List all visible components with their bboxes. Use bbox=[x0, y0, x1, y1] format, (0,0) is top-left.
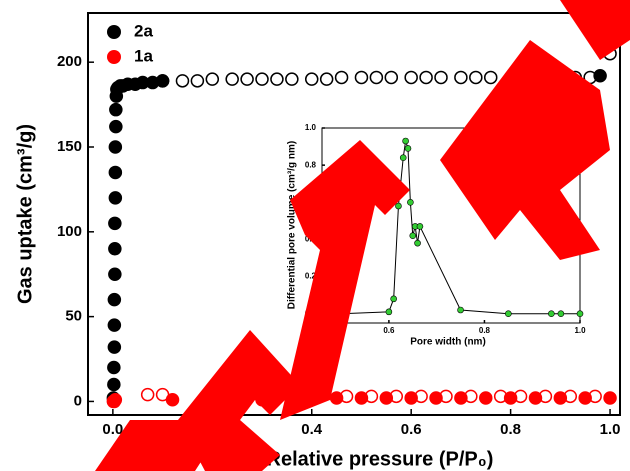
y-tick-label: 0.8 bbox=[305, 160, 317, 169]
filled-point bbox=[579, 392, 591, 404]
legend-label: 2a bbox=[134, 21, 153, 40]
watermark-shape bbox=[280, 140, 410, 420]
x-tick-label: 0.6 bbox=[383, 326, 395, 335]
x-tick-label: 0.6 bbox=[401, 421, 422, 438]
inset-y-label: Differential pore volume (cm³/g nm) bbox=[287, 141, 298, 309]
open-point bbox=[142, 389, 154, 401]
inset-point bbox=[391, 296, 397, 302]
x-axis-label: Relative pressure (P/P₀) bbox=[267, 448, 494, 470]
filled-point bbox=[110, 121, 122, 133]
filled-point bbox=[430, 392, 442, 404]
open-point bbox=[191, 75, 203, 87]
inset-point bbox=[577, 311, 583, 317]
open-point bbox=[455, 71, 467, 83]
filled-point bbox=[455, 392, 467, 404]
inset-point bbox=[400, 155, 406, 161]
y-tick-label: 200 bbox=[57, 53, 82, 70]
filled-point bbox=[109, 268, 121, 280]
open-point bbox=[256, 73, 268, 85]
y-tick-label: 50 bbox=[65, 308, 82, 325]
filled-point bbox=[355, 392, 367, 404]
filled-point bbox=[480, 392, 492, 404]
filled-point bbox=[109, 192, 121, 204]
x-tick-label: 0.8 bbox=[479, 326, 491, 335]
inset-point bbox=[558, 311, 564, 317]
y-tick-label: 1.0 bbox=[305, 123, 317, 132]
filled-point bbox=[529, 392, 541, 404]
inset-point bbox=[417, 223, 423, 229]
inset-point bbox=[407, 199, 413, 205]
filled-point bbox=[108, 294, 120, 306]
filled-point bbox=[157, 75, 169, 87]
filled-point bbox=[594, 70, 606, 82]
filled-point bbox=[108, 378, 120, 390]
open-point bbox=[485, 71, 497, 83]
open-point bbox=[176, 75, 188, 87]
filled-point bbox=[109, 141, 121, 153]
inset-point bbox=[403, 138, 409, 144]
inset-point bbox=[415, 240, 421, 246]
inset-point bbox=[458, 307, 464, 313]
filled-point bbox=[405, 392, 417, 404]
filled-point bbox=[109, 217, 121, 229]
open-point bbox=[435, 71, 447, 83]
open-point bbox=[470, 71, 482, 83]
inset-point bbox=[386, 309, 392, 315]
y-tick-label: 0 bbox=[74, 392, 82, 409]
x-tick-label: 0.4 bbox=[301, 421, 323, 438]
filled-point bbox=[604, 392, 616, 404]
open-point bbox=[420, 71, 432, 83]
filled-point bbox=[109, 243, 121, 255]
y-axis-label: Gas uptake (cm³/g) bbox=[14, 124, 36, 304]
open-point bbox=[271, 73, 283, 85]
open-point bbox=[385, 71, 397, 83]
filled-point bbox=[109, 394, 121, 406]
open-point bbox=[286, 73, 298, 85]
filled-point bbox=[110, 104, 122, 116]
open-point bbox=[321, 73, 333, 85]
filled-point bbox=[380, 392, 392, 404]
open-point bbox=[306, 73, 318, 85]
inset-point bbox=[410, 233, 416, 239]
filled-point bbox=[108, 341, 120, 353]
x-tick-label: 1.0 bbox=[600, 421, 621, 438]
y-tick-label: 150 bbox=[57, 138, 82, 155]
open-point bbox=[226, 73, 238, 85]
inset-x-label: Pore width (nm) bbox=[410, 337, 486, 348]
filled-point bbox=[108, 319, 120, 331]
open-point bbox=[355, 71, 367, 83]
inset-point bbox=[405, 145, 411, 151]
open-point bbox=[336, 71, 348, 83]
legend-marker bbox=[107, 25, 121, 39]
open-point bbox=[241, 73, 253, 85]
y-tick-label: 100 bbox=[57, 223, 82, 240]
inset-point bbox=[395, 203, 401, 209]
legend-marker bbox=[107, 50, 121, 64]
filled-point bbox=[554, 392, 566, 404]
inset-point bbox=[505, 311, 511, 317]
legend-label: 1a bbox=[134, 46, 153, 65]
x-tick-label: 1.0 bbox=[574, 326, 586, 335]
filled-point bbox=[167, 394, 179, 406]
filled-point bbox=[108, 362, 120, 374]
filled-point bbox=[505, 392, 517, 404]
chart: Gas uptake (cm³/g) Relative pressure (P/… bbox=[0, 0, 630, 471]
page: Gas uptake (cm³/g) Relative pressure (P/… bbox=[0, 0, 630, 471]
open-point bbox=[206, 73, 218, 85]
x-tick-label: 0.8 bbox=[500, 421, 521, 438]
inset-point bbox=[548, 311, 554, 317]
filled-point bbox=[109, 166, 121, 178]
open-point bbox=[405, 71, 417, 83]
open-point bbox=[370, 71, 382, 83]
filled-point bbox=[331, 392, 343, 404]
